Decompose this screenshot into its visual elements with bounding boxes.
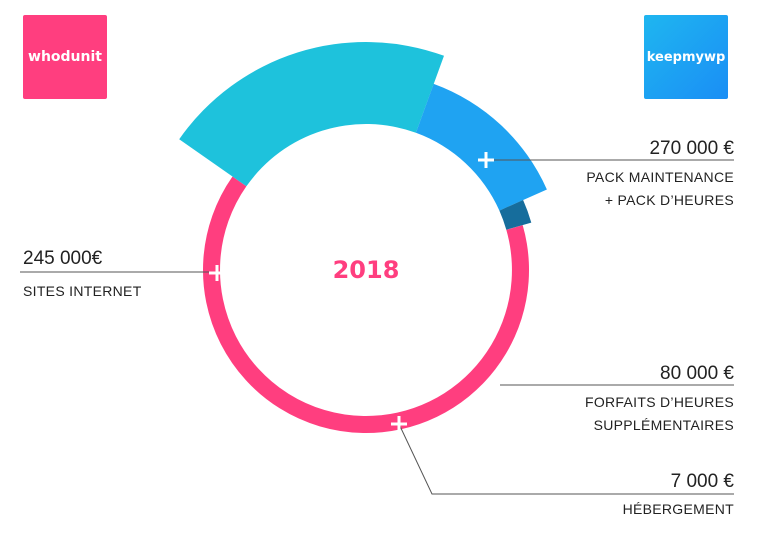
segment-pack-maintenance bbox=[179, 42, 444, 187]
center-year-label: 2018 bbox=[333, 256, 400, 284]
category-label-pack-maintenance-line1: PACK MAINTENANCE bbox=[586, 169, 734, 185]
plus-icon-sites-internet bbox=[209, 265, 225, 281]
plus-icon-forfaits-heures bbox=[484, 377, 500, 393]
plus-icon-hebergement bbox=[391, 416, 407, 432]
category-label-pack-maintenance-line2: + PACK D’HEURES bbox=[605, 192, 734, 208]
value-label-pack-maintenance: 270 000 € bbox=[649, 138, 734, 159]
whodunit-logo-text: whodunit bbox=[28, 49, 102, 65]
value-label-hebergement: 7 000 € bbox=[671, 471, 735, 492]
value-label-sites-internet: 245 000€ bbox=[23, 248, 103, 269]
category-label-forfaits-heures-line2: SUPPLÉMENTAIRES bbox=[594, 417, 734, 433]
category-label-hebergement: HÉBERGEMENT bbox=[623, 501, 735, 517]
keepmywp-logo: keepmywp bbox=[644, 15, 728, 99]
category-label-forfaits-heures-line1: FORFAITS D’HEURES bbox=[585, 394, 734, 410]
keepmywp-logo-text: keepmywp bbox=[646, 49, 726, 65]
segment-sites-internet bbox=[203, 176, 530, 434]
whodunit-logo: whodunit bbox=[23, 15, 107, 99]
segment-forfaits-heures bbox=[415, 83, 547, 211]
category-label-sites-internet: SITES INTERNET bbox=[23, 283, 142, 299]
value-label-forfaits-heures: 80 000 € bbox=[660, 363, 734, 384]
segment-hebergement bbox=[499, 200, 532, 230]
leader-line-hebergement bbox=[398, 423, 734, 495]
plus-icon-pack-maintenance bbox=[478, 152, 494, 168]
